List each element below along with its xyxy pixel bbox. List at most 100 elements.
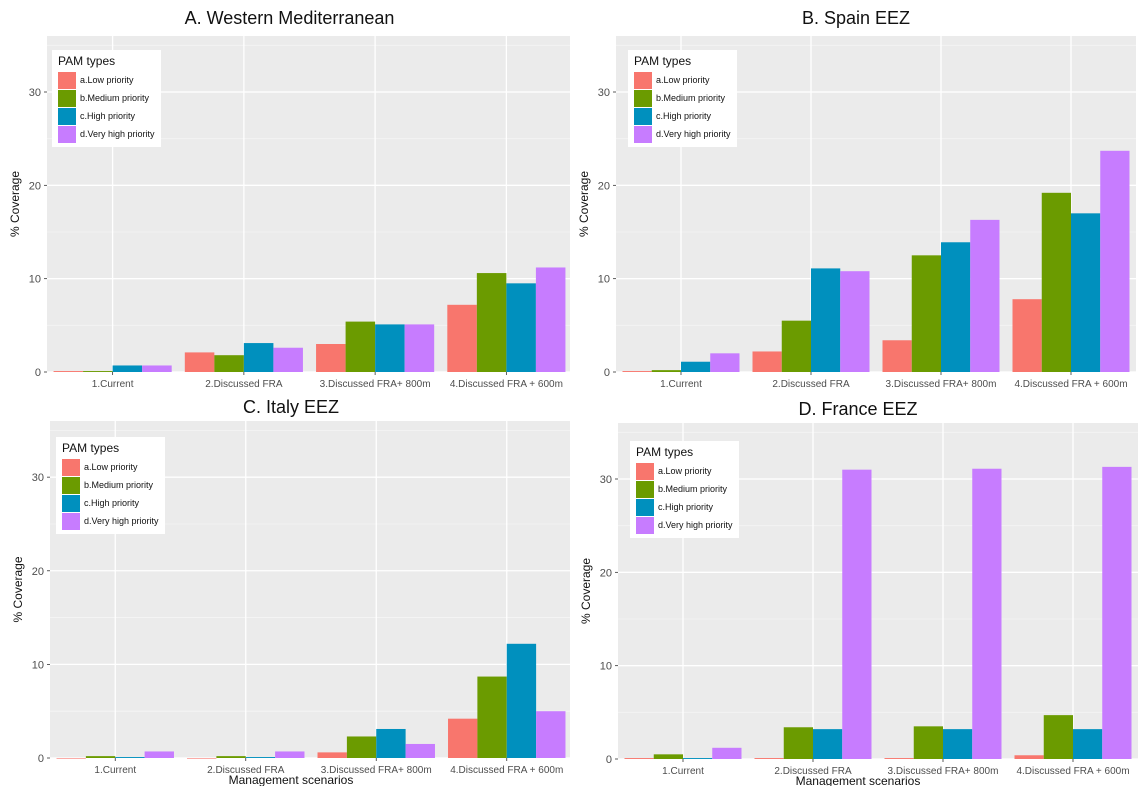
bar: [216, 756, 246, 758]
legend-swatch-medium: [62, 476, 80, 494]
legend-item-medium: b.Medium priority: [634, 89, 731, 107]
bar: [683, 758, 713, 759]
legend-label-medium: b.Medium priority: [656, 93, 726, 103]
bar: [375, 324, 405, 372]
bar: [115, 757, 145, 758]
bar: [754, 758, 784, 759]
panel-western-mediterranean: A. Western Mediterranean 0 10 20 30 1.Current…: [0, 0, 570, 393]
legend-item-low: a.Low priority: [634, 71, 731, 89]
legend-label-high: c.High priority: [658, 502, 714, 512]
chart-title: B. Spain EEZ: [802, 8, 910, 28]
bar: [1012, 299, 1042, 372]
legend-label-medium: b.Medium priority: [80, 93, 150, 103]
legend: PAM types a.Low priority b.Medium priori…: [628, 50, 737, 147]
legend-item-low: a.Low priority: [636, 462, 733, 480]
legend-label-high: c.High priority: [84, 498, 140, 508]
bar: [245, 757, 276, 758]
bar: [1014, 755, 1044, 759]
legend-title: PAM types: [58, 54, 116, 68]
x-tick-label: 3.Discussed FRA+ 800m: [321, 765, 432, 776]
y-tick-label: 30: [598, 87, 610, 99]
bar: [316, 344, 346, 372]
bar: [712, 747, 742, 759]
bar: [811, 268, 841, 372]
legend-swatch-very-high: [58, 125, 76, 143]
bar: [622, 371, 652, 372]
legend-item-medium: b.Medium priority: [62, 476, 159, 494]
legend-item-low: a.Low priority: [58, 71, 155, 89]
bar: [476, 273, 507, 372]
legend-swatch-low: [62, 458, 80, 476]
y-tick-label: 30: [29, 87, 41, 99]
panel-spain-eez: B. Spain EEZ 0 10 20 30 1.Current 2.Discussed …: [570, 0, 1140, 393]
bar: [112, 365, 143, 372]
legend-item-very-high: d.Very high priority: [634, 125, 731, 143]
bar: [783, 727, 813, 759]
panel-france-eez: D. France EEZ 0 10 20 30 1.Current 2.Discussed…: [570, 393, 1140, 786]
bar: [911, 255, 941, 372]
bar: [943, 729, 973, 759]
y-tick-label: 30: [32, 472, 44, 484]
legend: PAM types a.Low priority b.Medium priori…: [56, 437, 165, 534]
y-tick-label: 20: [598, 180, 610, 192]
legend-swatch-very-high: [62, 512, 80, 530]
bar: [624, 758, 654, 759]
legend-swatch-very-high: [634, 125, 652, 143]
legend-label-medium: b.Medium priority: [84, 480, 154, 490]
bar: [681, 361, 711, 372]
bar: [275, 751, 305, 758]
y-tick-label: 20: [32, 566, 44, 578]
x-tick-label: 2.Discussed FRA: [772, 379, 850, 390]
legend-title: PAM types: [636, 445, 694, 459]
chart-spain-eez: B. Spain EEZ 0 10 20 30 1.Current 2.Discussed …: [577, 8, 1136, 390]
bar: [884, 758, 914, 759]
legend-label-low: a.Low priority: [84, 462, 138, 472]
chart-italy-eez: C. Italy EEZ 0 10 20 30 1.Current 2.Discussed …: [11, 397, 570, 786]
bar: [477, 676, 507, 758]
bar: [842, 469, 872, 759]
bar: [535, 267, 566, 372]
legend-swatch-medium: [636, 480, 654, 498]
legend-swatch-very-high: [636, 516, 654, 534]
legend-swatch-medium: [634, 89, 652, 107]
legend-swatch-high: [62, 494, 80, 512]
bar: [142, 365, 172, 372]
bar: [840, 271, 870, 372]
x-tick-label: 2.Discussed FRA: [207, 765, 285, 776]
bar: [752, 351, 782, 372]
bar: [317, 752, 347, 758]
y-axis-label: % Coverage: [11, 556, 25, 622]
bar: [187, 758, 217, 759]
legend-item-very-high: d.Very high priority: [62, 512, 159, 530]
x-tick-label: 4.Discussed FRA + 600m: [450, 765, 563, 776]
bar: [1071, 213, 1101, 372]
bar: [346, 736, 377, 758]
y-tick-label: 0: [606, 754, 612, 766]
legend-title: PAM types: [634, 54, 692, 68]
chart-title: A. Western Mediterranean: [185, 8, 395, 28]
bar: [653, 754, 683, 759]
x-tick-label: 4.Discussed FRA + 600m: [1016, 766, 1129, 777]
bar: [651, 370, 681, 372]
bar: [1102, 466, 1132, 759]
legend-label-high: c.High priority: [80, 111, 136, 121]
legend-item-high: c.High priority: [636, 498, 733, 516]
bar: [1073, 729, 1103, 759]
bar: [214, 355, 244, 372]
y-tick-label: 10: [598, 274, 610, 286]
x-tick-label: 2.Discussed FRA: [774, 766, 852, 777]
x-tick-label: 1.Current: [662, 766, 704, 777]
x-tick-label: 2.Discussed FRA: [205, 379, 283, 390]
chart-title: D. France EEZ: [798, 399, 917, 419]
legend-swatch-high: [636, 498, 654, 516]
legend-item-high: c.High priority: [634, 107, 731, 125]
bar: [536, 711, 566, 758]
y-axis-label: % Coverage: [8, 171, 22, 237]
bar: [405, 743, 435, 758]
legend-label-high: c.High priority: [656, 111, 712, 121]
y-axis-label: % Coverage: [579, 558, 593, 624]
legend-label-medium: b.Medium priority: [658, 484, 728, 494]
bar: [1100, 150, 1130, 372]
bar: [447, 304, 477, 372]
bar: [448, 718, 478, 758]
